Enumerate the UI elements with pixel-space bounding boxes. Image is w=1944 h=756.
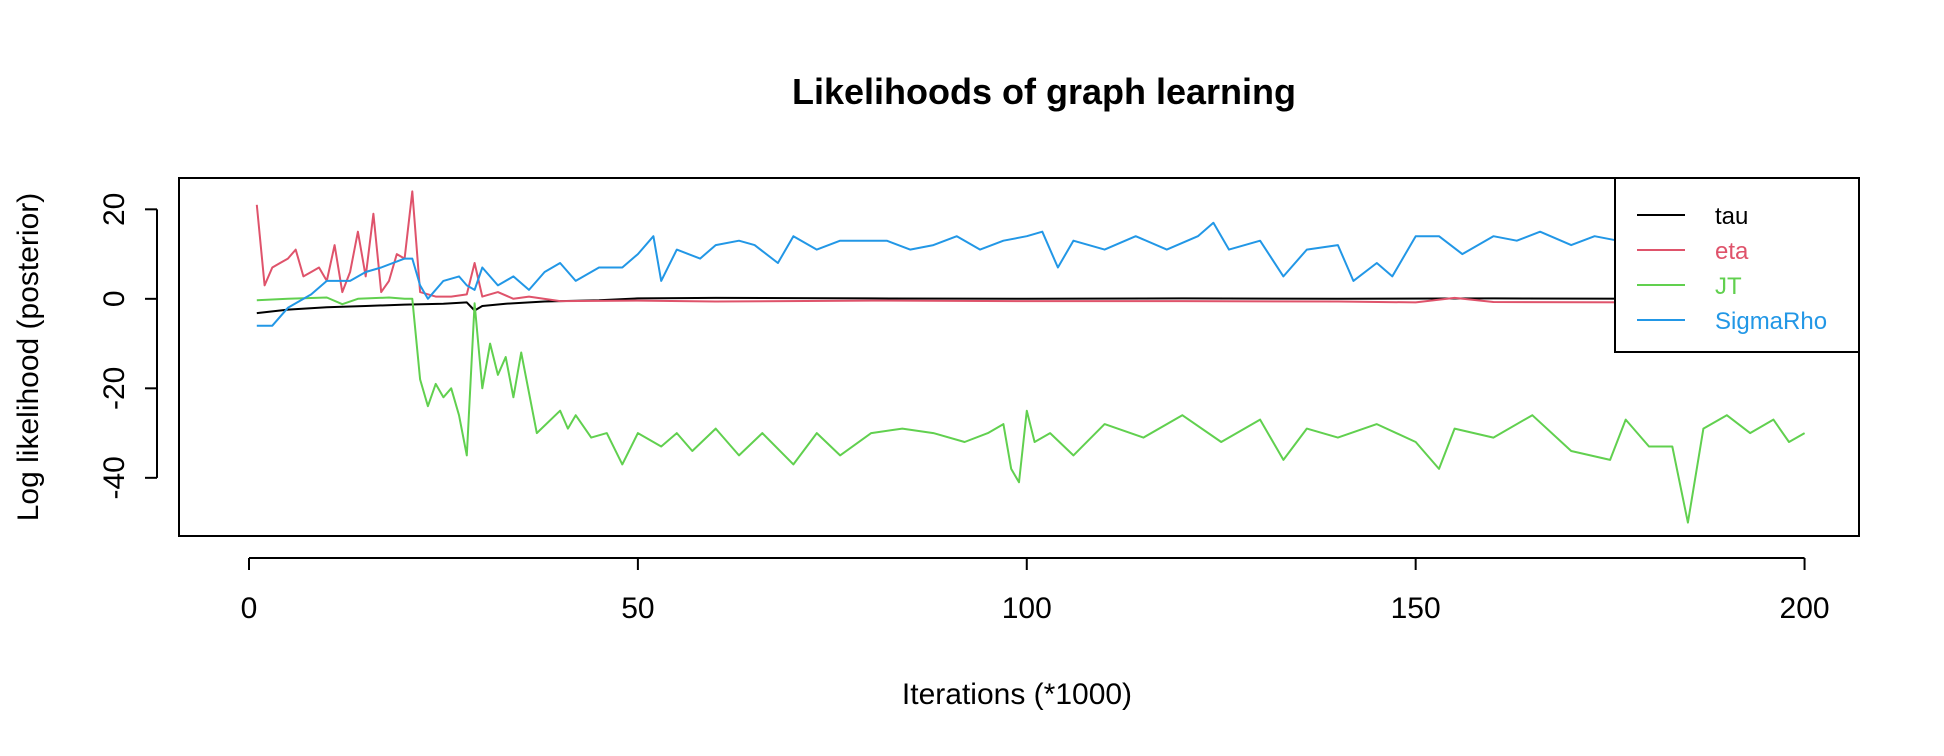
legend-label-tau: tau	[1715, 203, 1748, 230]
legend-label-eta: eta	[1715, 238, 1749, 265]
series-line-sigmarho	[256, 221, 1805, 327]
x-tick-label: 200	[1780, 592, 1830, 625]
legend-box	[1614, 177, 1860, 353]
series-line-jt	[256, 296, 1806, 524]
plot-frame	[178, 177, 1860, 537]
legend-label-sigmarho: SigmaRho	[1715, 308, 1827, 335]
series-layer	[255, 190, 1806, 524]
x-tick-label: 100	[1002, 592, 1052, 625]
chart-title: Likelihoods of graph learning	[792, 71, 1296, 112]
y-tick-label: -20	[98, 367, 131, 410]
x-tick-label: 0	[241, 592, 258, 625]
x-tick-label: 50	[621, 592, 654, 625]
x-tick-label: 150	[1391, 592, 1441, 625]
x-axis-label: Iterations (*1000)	[902, 678, 1132, 711]
y-tick-label: 0	[98, 290, 131, 307]
legend-label-jt: JT	[1715, 273, 1742, 300]
series-line-tau	[256, 296, 1805, 315]
y-tick-label: -40	[98, 456, 131, 499]
y-axis-label: Log likelihood (posterior)	[12, 193, 45, 522]
series-line-eta	[255, 190, 1805, 304]
y-axis: 20 0 -20 -40	[98, 193, 158, 500]
legend: tau eta JT SigmaRho	[1614, 177, 1860, 353]
y-tick-label: 20	[98, 193, 131, 226]
x-axis: 0 50 100 150 200	[241, 557, 1830, 625]
